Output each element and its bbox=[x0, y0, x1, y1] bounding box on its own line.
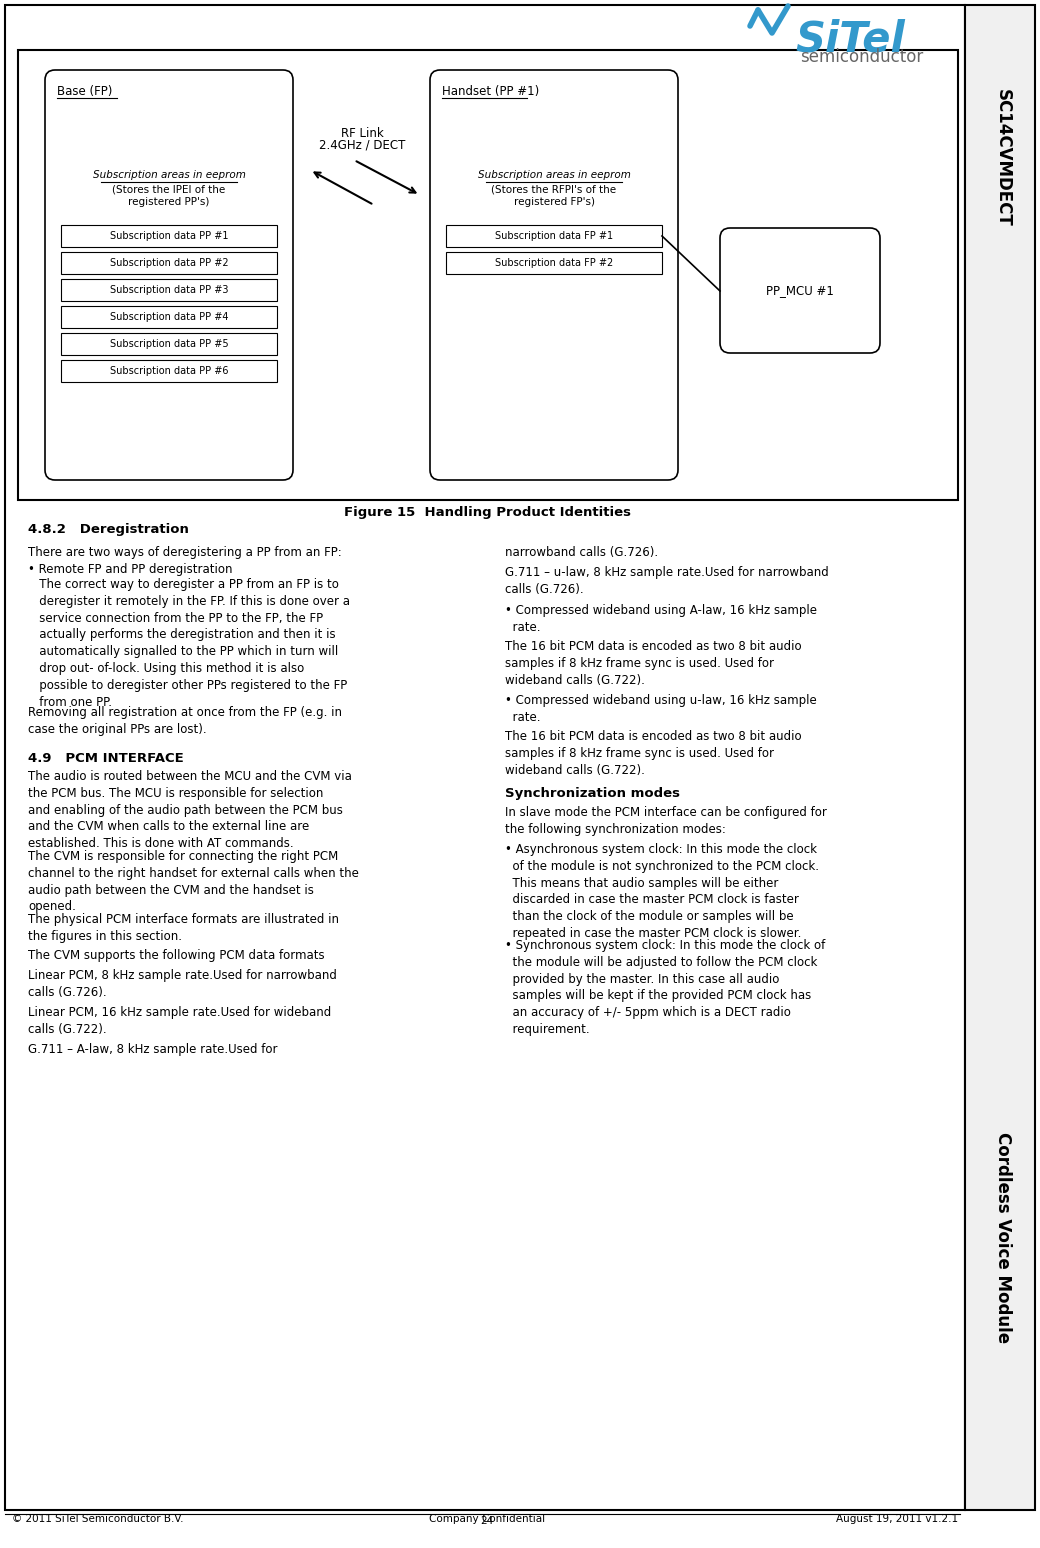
Text: Linear PCM, 16 kHz sample rate.Used for wideband
calls (G.722).: Linear PCM, 16 kHz sample rate.Used for … bbox=[28, 1006, 332, 1036]
Bar bbox=[61, 224, 277, 248]
FancyBboxPatch shape bbox=[430, 70, 678, 480]
Text: Cordless Voice Module: Cordless Voice Module bbox=[994, 1133, 1012, 1344]
Text: Subscription data PP #6: Subscription data PP #6 bbox=[110, 365, 228, 376]
Text: The physical PCM interface formats are illustrated in
the figures in this sectio: The physical PCM interface formats are i… bbox=[28, 913, 339, 943]
Text: narrowband calls (G.726).: narrowband calls (G.726). bbox=[505, 546, 658, 559]
Text: G.711 – u-law, 8 kHz sample rate.Used for narrowband
calls (G.726).: G.711 – u-law, 8 kHz sample rate.Used fo… bbox=[505, 567, 829, 596]
Bar bbox=[446, 252, 662, 274]
Text: Company Confidential: Company Confidential bbox=[428, 1514, 545, 1523]
Text: 2.4GHz / DECT: 2.4GHz / DECT bbox=[319, 139, 406, 152]
Text: SC14CVMDECT: SC14CVMDECT bbox=[994, 90, 1012, 228]
Text: G.711 – A-law, 8 kHz sample rate.Used for: G.711 – A-law, 8 kHz sample rate.Used fo… bbox=[28, 1043, 278, 1056]
Text: Synchronization modes: Synchronization modes bbox=[505, 786, 680, 800]
Text: RF Link: RF Link bbox=[341, 127, 384, 139]
Text: Subscription areas in eeprom: Subscription areas in eeprom bbox=[477, 170, 630, 180]
Text: registered FP's): registered FP's) bbox=[514, 197, 595, 207]
Text: 4.8.2   Deregistration: 4.8.2 Deregistration bbox=[28, 523, 189, 536]
Text: Subscription data FP #2: Subscription data FP #2 bbox=[495, 259, 614, 268]
Text: 24: 24 bbox=[480, 1515, 494, 1526]
Bar bbox=[61, 279, 277, 300]
Text: • Compressed wideband using u-law, 16 kHz sample
  rate.: • Compressed wideband using u-law, 16 kH… bbox=[505, 694, 816, 724]
Text: There are two ways of deregistering a PP from an FP:: There are two ways of deregistering a PP… bbox=[28, 546, 342, 559]
Bar bbox=[446, 224, 662, 248]
Text: SiTel: SiTel bbox=[795, 19, 905, 60]
Text: registered PP's): registered PP's) bbox=[128, 197, 210, 207]
Text: The 16 bit PCM data is encoded as two 8 bit audio
samples if 8 kHz frame sync is: The 16 bit PCM data is encoded as two 8 … bbox=[505, 639, 802, 687]
Text: Linear PCM, 8 kHz sample rate.Used for narrowband
calls (G.726).: Linear PCM, 8 kHz sample rate.Used for n… bbox=[28, 969, 337, 998]
Text: Figure 15  Handling Product Identities: Figure 15 Handling Product Identities bbox=[343, 506, 630, 519]
Text: 4.9   PCM INTERFACE: 4.9 PCM INTERFACE bbox=[28, 752, 184, 765]
Text: Subscription data PP #3: Subscription data PP #3 bbox=[110, 285, 228, 296]
Text: Subscription data PP #5: Subscription data PP #5 bbox=[109, 339, 229, 348]
Text: Subscription areas in eeprom: Subscription areas in eeprom bbox=[93, 170, 245, 180]
FancyBboxPatch shape bbox=[45, 70, 293, 480]
Text: The correct way to deregister a PP from an FP is to
   deregister it remotely in: The correct way to deregister a PP from … bbox=[28, 577, 350, 709]
Text: Handset (PP #1): Handset (PP #1) bbox=[442, 85, 540, 98]
Text: Subscription data FP #1: Subscription data FP #1 bbox=[495, 231, 613, 241]
Text: • Remote FP and PP deregistration: • Remote FP and PP deregistration bbox=[28, 563, 233, 576]
Text: (Stores the IPEI of the: (Stores the IPEI of the bbox=[112, 184, 226, 194]
Bar bbox=[61, 307, 277, 328]
Text: semiconductor: semiconductor bbox=[800, 48, 924, 67]
Text: In slave mode the PCM interface can be configured for
the following synchronizat: In slave mode the PCM interface can be c… bbox=[505, 807, 827, 836]
Text: The CVM is responsible for connecting the right PCM
channel to the right handset: The CVM is responsible for connecting th… bbox=[28, 850, 359, 913]
Text: Subscription data PP #2: Subscription data PP #2 bbox=[109, 259, 229, 268]
Text: • Synchronous system clock: In this mode the clock of
  the module will be adjus: • Synchronous system clock: In this mode… bbox=[505, 940, 826, 1036]
Text: Subscription data PP #4: Subscription data PP #4 bbox=[110, 313, 228, 322]
Bar bbox=[61, 361, 277, 382]
Bar bbox=[61, 252, 277, 274]
Text: PP_MCU #1: PP_MCU #1 bbox=[766, 285, 834, 297]
Text: The CVM supports the following PCM data formats: The CVM supports the following PCM data … bbox=[28, 949, 324, 961]
Text: Subscription data PP #1: Subscription data PP #1 bbox=[110, 231, 228, 241]
FancyBboxPatch shape bbox=[720, 228, 880, 353]
Text: The audio is routed between the MCU and the CVM via
the PCM bus. The MCU is resp: The audio is routed between the MCU and … bbox=[28, 769, 352, 850]
Bar bbox=[965, 5, 1035, 1509]
Text: Base (FP): Base (FP) bbox=[57, 85, 112, 98]
Text: The 16 bit PCM data is encoded as two 8 bit audio
samples if 8 kHz frame sync is: The 16 bit PCM data is encoded as two 8 … bbox=[505, 731, 802, 777]
Text: • Asynchronous system clock: In this mode the clock
  of the module is not synch: • Asynchronous system clock: In this mod… bbox=[505, 844, 820, 940]
Text: © 2011 SiTel Semiconductor B.V.: © 2011 SiTel Semiconductor B.V. bbox=[12, 1514, 183, 1523]
Text: August 19, 2011 v1.2.1: August 19, 2011 v1.2.1 bbox=[836, 1514, 958, 1523]
Text: Removing all registration at once from the FP (e.g. in
case the original PPs are: Removing all registration at once from t… bbox=[28, 706, 342, 735]
Bar bbox=[18, 50, 958, 500]
Text: • Compressed wideband using A-law, 16 kHz sample
  rate.: • Compressed wideband using A-law, 16 kH… bbox=[505, 604, 817, 633]
Bar bbox=[61, 333, 277, 354]
Text: (Stores the RFPI's of the: (Stores the RFPI's of the bbox=[492, 184, 617, 194]
